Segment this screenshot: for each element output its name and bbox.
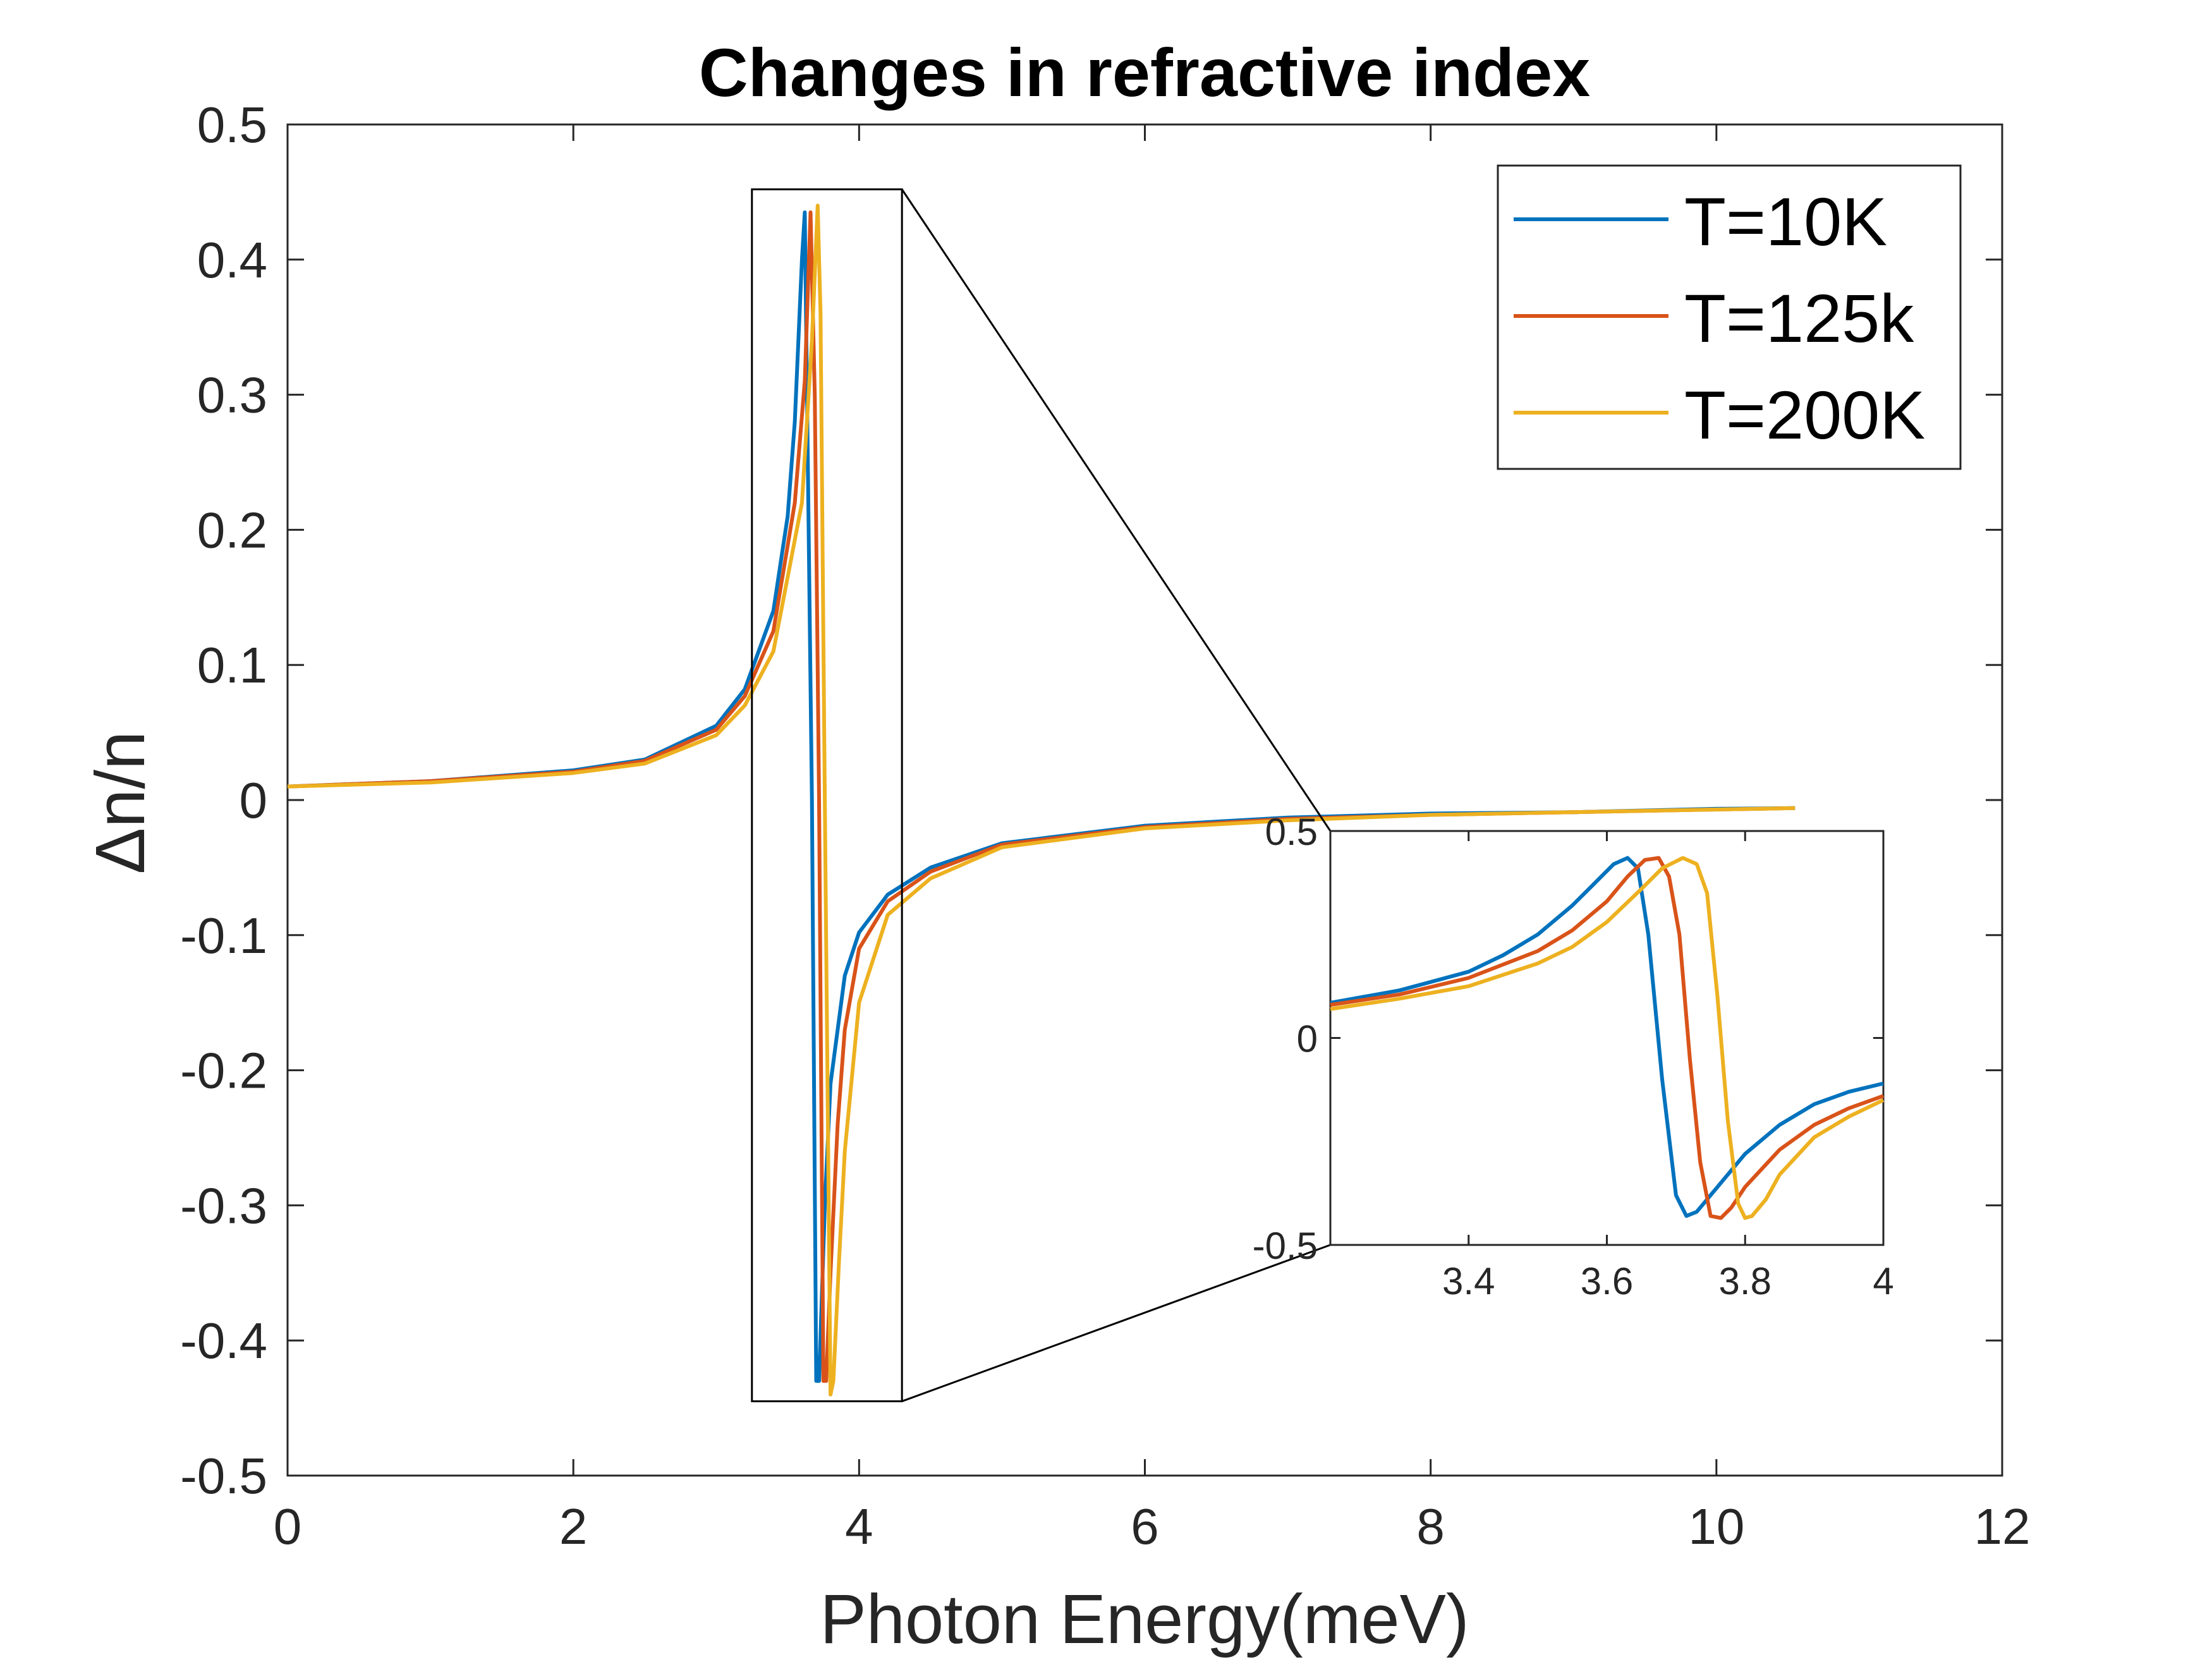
zoom-connector-top bbox=[901, 188, 1332, 832]
y-tick-label-10: 0.5 bbox=[197, 97, 267, 153]
x-tick-label-4: 8 bbox=[1416, 1498, 1445, 1555]
y-tick-label-7: 0.2 bbox=[197, 502, 267, 558]
inset-plot-layer: 3.4 3.6 3.8 4 -0.5 0 0.5 bbox=[1253, 811, 1894, 1302]
inset-y-tick-label-0: -0.5 bbox=[1253, 1225, 1318, 1267]
inset-series-line-2 bbox=[1330, 856, 1885, 1220]
y-tick-label-0: -0.5 bbox=[180, 1448, 267, 1504]
main-series-line-2 bbox=[287, 203, 1796, 1397]
x-axis-label: Photon Energy(meV) bbox=[820, 1580, 1469, 1658]
inset-y-tick-label-1: 0 bbox=[1297, 1018, 1318, 1060]
x-tick-label-5: 10 bbox=[1688, 1498, 1744, 1555]
inset-y-tick-label-2: 0.5 bbox=[1265, 811, 1318, 853]
y-tick-label-5: 0 bbox=[240, 772, 268, 828]
inset-plot-frame bbox=[1329, 830, 1885, 1246]
inset-x-tick-label-0: 3.4 bbox=[1442, 1260, 1495, 1302]
y-tick-label-3: -0.2 bbox=[180, 1043, 267, 1099]
legend-label-t125k: T=125k bbox=[1684, 280, 1914, 356]
x-tick-label-2: 4 bbox=[845, 1498, 873, 1555]
zoom-connector-bottom bbox=[901, 1244, 1331, 1402]
x-tick-label-3: 6 bbox=[1131, 1498, 1159, 1555]
legend-label-t200k: T=200K bbox=[1684, 377, 1925, 453]
y-tick-label-6: 0.1 bbox=[197, 637, 267, 693]
y-tick-label-8: 0.3 bbox=[197, 367, 267, 423]
inset-series-line-0 bbox=[1330, 856, 1884, 1218]
inset-series-line-1 bbox=[1330, 856, 1885, 1220]
chart-title: Changes in refractive index bbox=[699, 34, 1591, 111]
y-axis-label: Δn/n bbox=[82, 731, 159, 874]
x-tick-label-1: 2 bbox=[559, 1498, 588, 1555]
main-plot-layer: 0 2 4 6 8 10 12 -0.5 -0.4 -0.3 -0.2 -0.1 0 0.1 0.2 0.3 0… bbox=[180, 97, 2030, 1555]
zoom-region-box bbox=[751, 188, 903, 1402]
y-tick-label-9: 0.4 bbox=[197, 232, 267, 288]
inset-x-tick-label-3: 4 bbox=[1873, 1260, 1893, 1302]
y-tick-label-2: -0.3 bbox=[180, 1177, 267, 1234]
x-tick-label-0: 0 bbox=[274, 1498, 302, 1555]
y-tick-label-1: -0.4 bbox=[180, 1313, 267, 1369]
inset-x-tick-label-1: 3.6 bbox=[1581, 1260, 1633, 1302]
legend-label-t10k: T=10K bbox=[1684, 183, 1887, 260]
y-tick-label-4: -0.1 bbox=[180, 907, 267, 964]
x-tick-label-6: 12 bbox=[1974, 1498, 2031, 1555]
legend: T=10K T=125k T=200K bbox=[1497, 164, 1962, 470]
inset-x-tick-label-2: 3.8 bbox=[1719, 1260, 1771, 1302]
